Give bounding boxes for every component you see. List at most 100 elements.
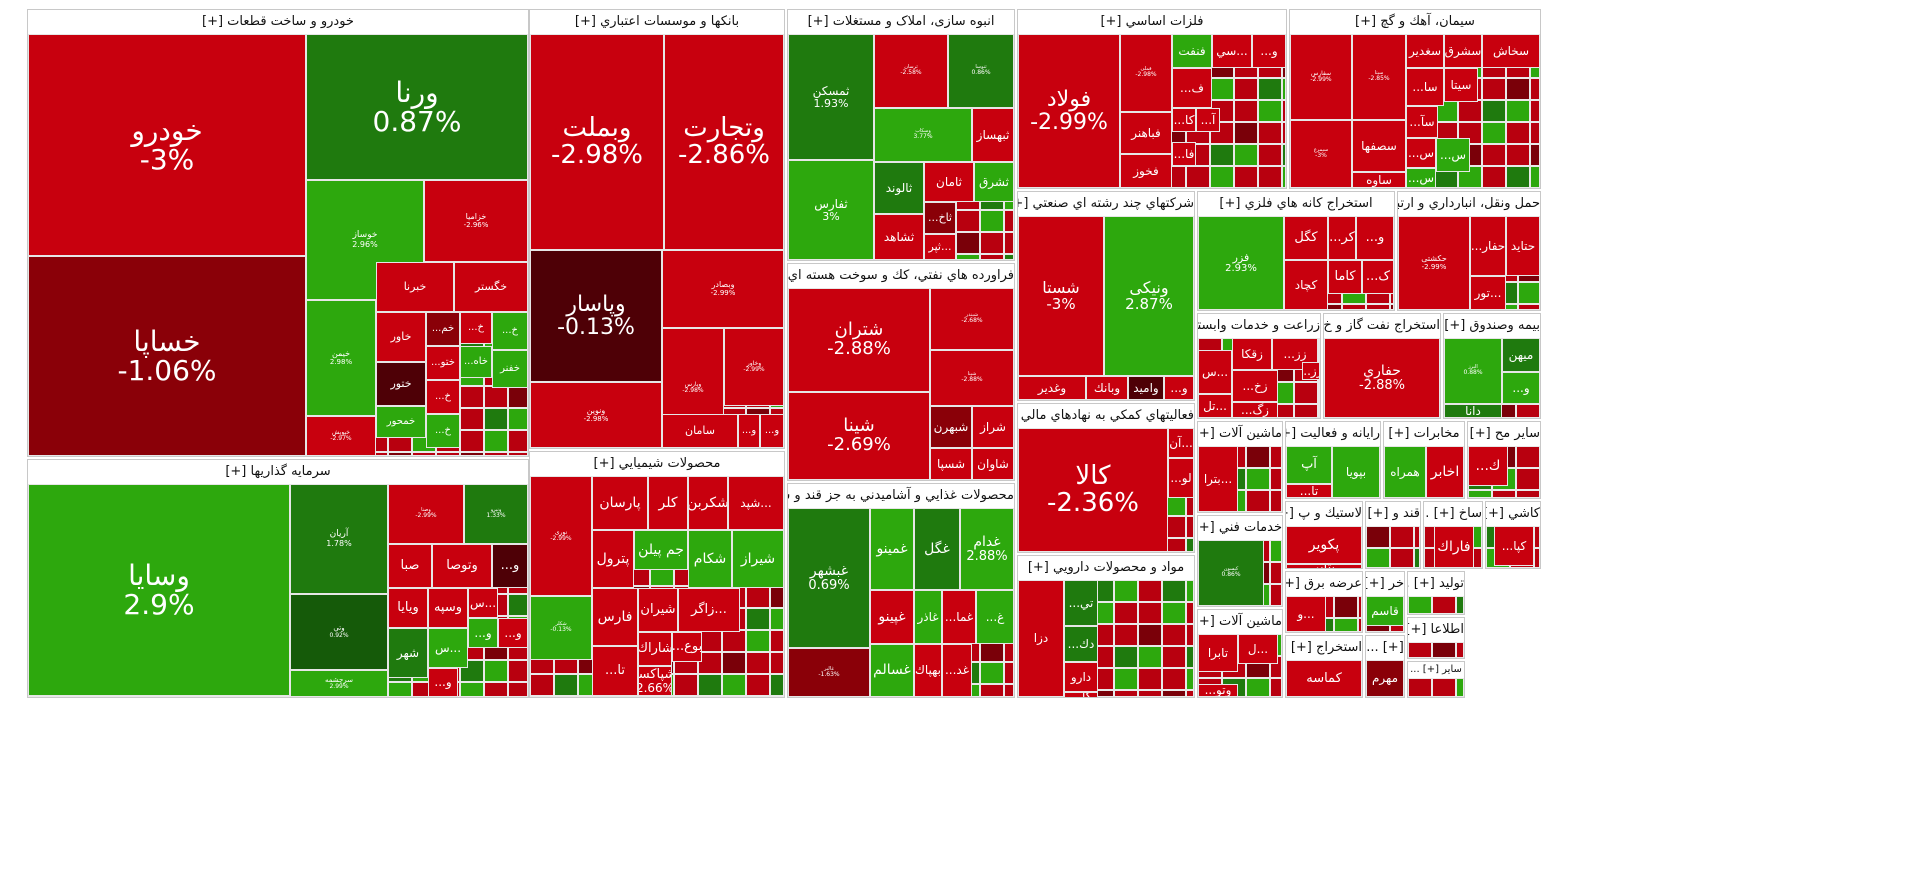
small-cell[interactable] [1432, 642, 1456, 658]
small-cell[interactable] [484, 682, 508, 697]
stock-tile[interactable]: ...س [1198, 350, 1232, 394]
small-cell[interactable] [508, 660, 528, 682]
small-cell[interactable] [1270, 446, 1282, 468]
small-cell[interactable] [1408, 642, 1432, 658]
stock-tile[interactable]: ...آن [1168, 428, 1194, 458]
small-cell[interactable] [1114, 602, 1138, 624]
sector-title[interactable]: قند و [+] ... [1366, 502, 1420, 526]
stock-tile[interactable]: کیسون 0.86% [1198, 540, 1264, 606]
stock-tile[interactable]: سیتا -2.85% [1352, 34, 1406, 120]
small-cell[interactable] [484, 660, 508, 682]
small-cell[interactable] [746, 608, 770, 630]
stock-tile[interactable]: ...و [1286, 596, 1326, 632]
stock-tile[interactable]: شپاکسا2.66% [638, 666, 672, 696]
stock-tile[interactable]: ثشاهد [874, 214, 924, 260]
small-cell[interactable] [1186, 668, 1194, 690]
small-cell[interactable] [1138, 668, 1162, 690]
stock-tile[interactable]: زقکا [1232, 338, 1272, 370]
small-cell[interactable] [1004, 232, 1014, 254]
stock-tile[interactable]: خم... [426, 312, 460, 346]
small-cell[interactable] [530, 696, 554, 697]
stock-tile[interactable]: کگل [1284, 216, 1328, 260]
stock-tile[interactable]: شیران [638, 588, 678, 632]
stock-tile[interactable]: ونیرو 1.33% [464, 484, 528, 544]
stock-tile[interactable]: تا... [592, 646, 638, 696]
stock-tile[interactable]: شینا -2.69% [788, 392, 930, 480]
small-cell[interactable] [1258, 100, 1282, 122]
small-cell[interactable] [674, 696, 698, 697]
small-cell[interactable] [1270, 562, 1282, 584]
stock-tile[interactable]: ورنا 0.87% [306, 34, 528, 180]
stock-tile[interactable]: ثامان [924, 162, 974, 202]
stock-tile[interactable]: فملی -2.98% [1120, 34, 1172, 112]
stock-tile[interactable]: ش... [592, 696, 642, 697]
small-cell[interactable] [980, 254, 1004, 260]
small-cell[interactable] [1162, 668, 1186, 690]
small-cell[interactable] [1210, 78, 1234, 100]
small-cell[interactable] [980, 684, 1004, 697]
small-cell[interactable] [484, 386, 508, 408]
stock-tile[interactable]: سیمرغ -3% [1290, 120, 1352, 188]
small-cell[interactable] [1162, 646, 1186, 668]
stock-tile[interactable]: حفاري -2.88% [1324, 338, 1440, 418]
small-cell[interactable] [1004, 210, 1014, 232]
small-cell[interactable] [1270, 540, 1282, 562]
small-cell[interactable] [1186, 516, 1194, 538]
small-cell[interactable] [1186, 580, 1194, 602]
stock-tile[interactable]: غاذر [914, 590, 942, 644]
stock-tile[interactable]: زز... [1272, 338, 1318, 370]
small-cell[interactable] [746, 696, 770, 697]
stock-tile[interactable]: غالبر -1.63% [788, 648, 870, 697]
stock-tile[interactable]: وسايا 2.9% [28, 484, 290, 696]
small-cell[interactable] [1506, 144, 1530, 166]
small-cell[interactable] [460, 408, 484, 430]
stock-tile[interactable]: ف... [1172, 68, 1212, 108]
small-cell[interactable] [1414, 548, 1420, 568]
stock-tile[interactable]: و... [1502, 372, 1540, 404]
small-cell[interactable] [1282, 166, 1286, 188]
stock-tile[interactable]: ثالوند [874, 162, 924, 214]
sector-title[interactable]: بانكها و موسسات اعتباري [+] [530, 10, 784, 34]
stock-tile[interactable]: همراه [1384, 446, 1426, 498]
stock-tile[interactable]: سا... [1406, 68, 1444, 106]
small-cell[interactable] [1516, 490, 1540, 498]
stock-tile[interactable]: ...ثپر [924, 234, 956, 260]
stock-tile[interactable]: وبصادر -2.99% [662, 250, 784, 328]
sector-title[interactable]: استخراج [+] ... [1286, 636, 1362, 660]
stock-tile[interactable]: وغدير [1018, 376, 1086, 400]
small-cell[interactable] [956, 232, 980, 254]
stock-tile[interactable]: خودرو -3% [28, 34, 306, 256]
small-cell[interactable] [1482, 166, 1506, 188]
sector-title[interactable]: ساخ [+] ... [1424, 502, 1482, 526]
small-cell[interactable] [1482, 122, 1506, 144]
stock-tile[interactable]: كالا -2.36% [1018, 428, 1168, 552]
sector-title[interactable]: سرمايه گذاريها [+] [28, 460, 528, 484]
small-cell[interactable] [1186, 690, 1194, 697]
stock-tile[interactable]: ثشرق [974, 162, 1014, 202]
stock-tile[interactable]: وتجارت -2.86% [664, 34, 784, 250]
small-cell[interactable] [1210, 166, 1234, 188]
stock-tile[interactable]: وصنا -2.99% [388, 484, 464, 544]
stock-tile[interactable]: کا... [1172, 108, 1196, 132]
stock-tile[interactable]: سصفها [1352, 120, 1406, 172]
stock-tile[interactable]: فاراك [1434, 526, 1474, 568]
sector-title[interactable]: فعاليتهاي كمكي به نهادهاي مالي [+] ... [1018, 404, 1194, 428]
stock-tile[interactable]: شسپا [930, 448, 972, 480]
small-cell[interactable] [1270, 584, 1282, 606]
stock-tile[interactable]: فارس [592, 588, 638, 646]
sector-title[interactable]: اطلاعا [+] [1408, 618, 1464, 642]
stock-tile[interactable]: شبندر -2.68% [930, 288, 1014, 350]
stock-tile[interactable]: شاوان [972, 448, 1014, 480]
small-cell[interactable] [698, 674, 722, 696]
stock-tile[interactable]: و... [428, 668, 458, 697]
stock-tile[interactable]: غما... [942, 590, 976, 644]
small-cell[interactable] [770, 674, 784, 696]
stock-tile[interactable]: حتاید [1506, 216, 1540, 276]
small-cell[interactable] [1186, 538, 1194, 552]
stock-tile[interactable]: فنفت [1172, 34, 1212, 68]
stock-tile[interactable]: زز... [1302, 362, 1320, 380]
stock-tile[interactable]: فخوز [1120, 154, 1172, 188]
stock-tile[interactable]: آ... [1196, 108, 1220, 132]
stock-tile[interactable]: وخاور -2.99% [724, 328, 784, 406]
stock-tile[interactable]: و... [492, 544, 528, 588]
